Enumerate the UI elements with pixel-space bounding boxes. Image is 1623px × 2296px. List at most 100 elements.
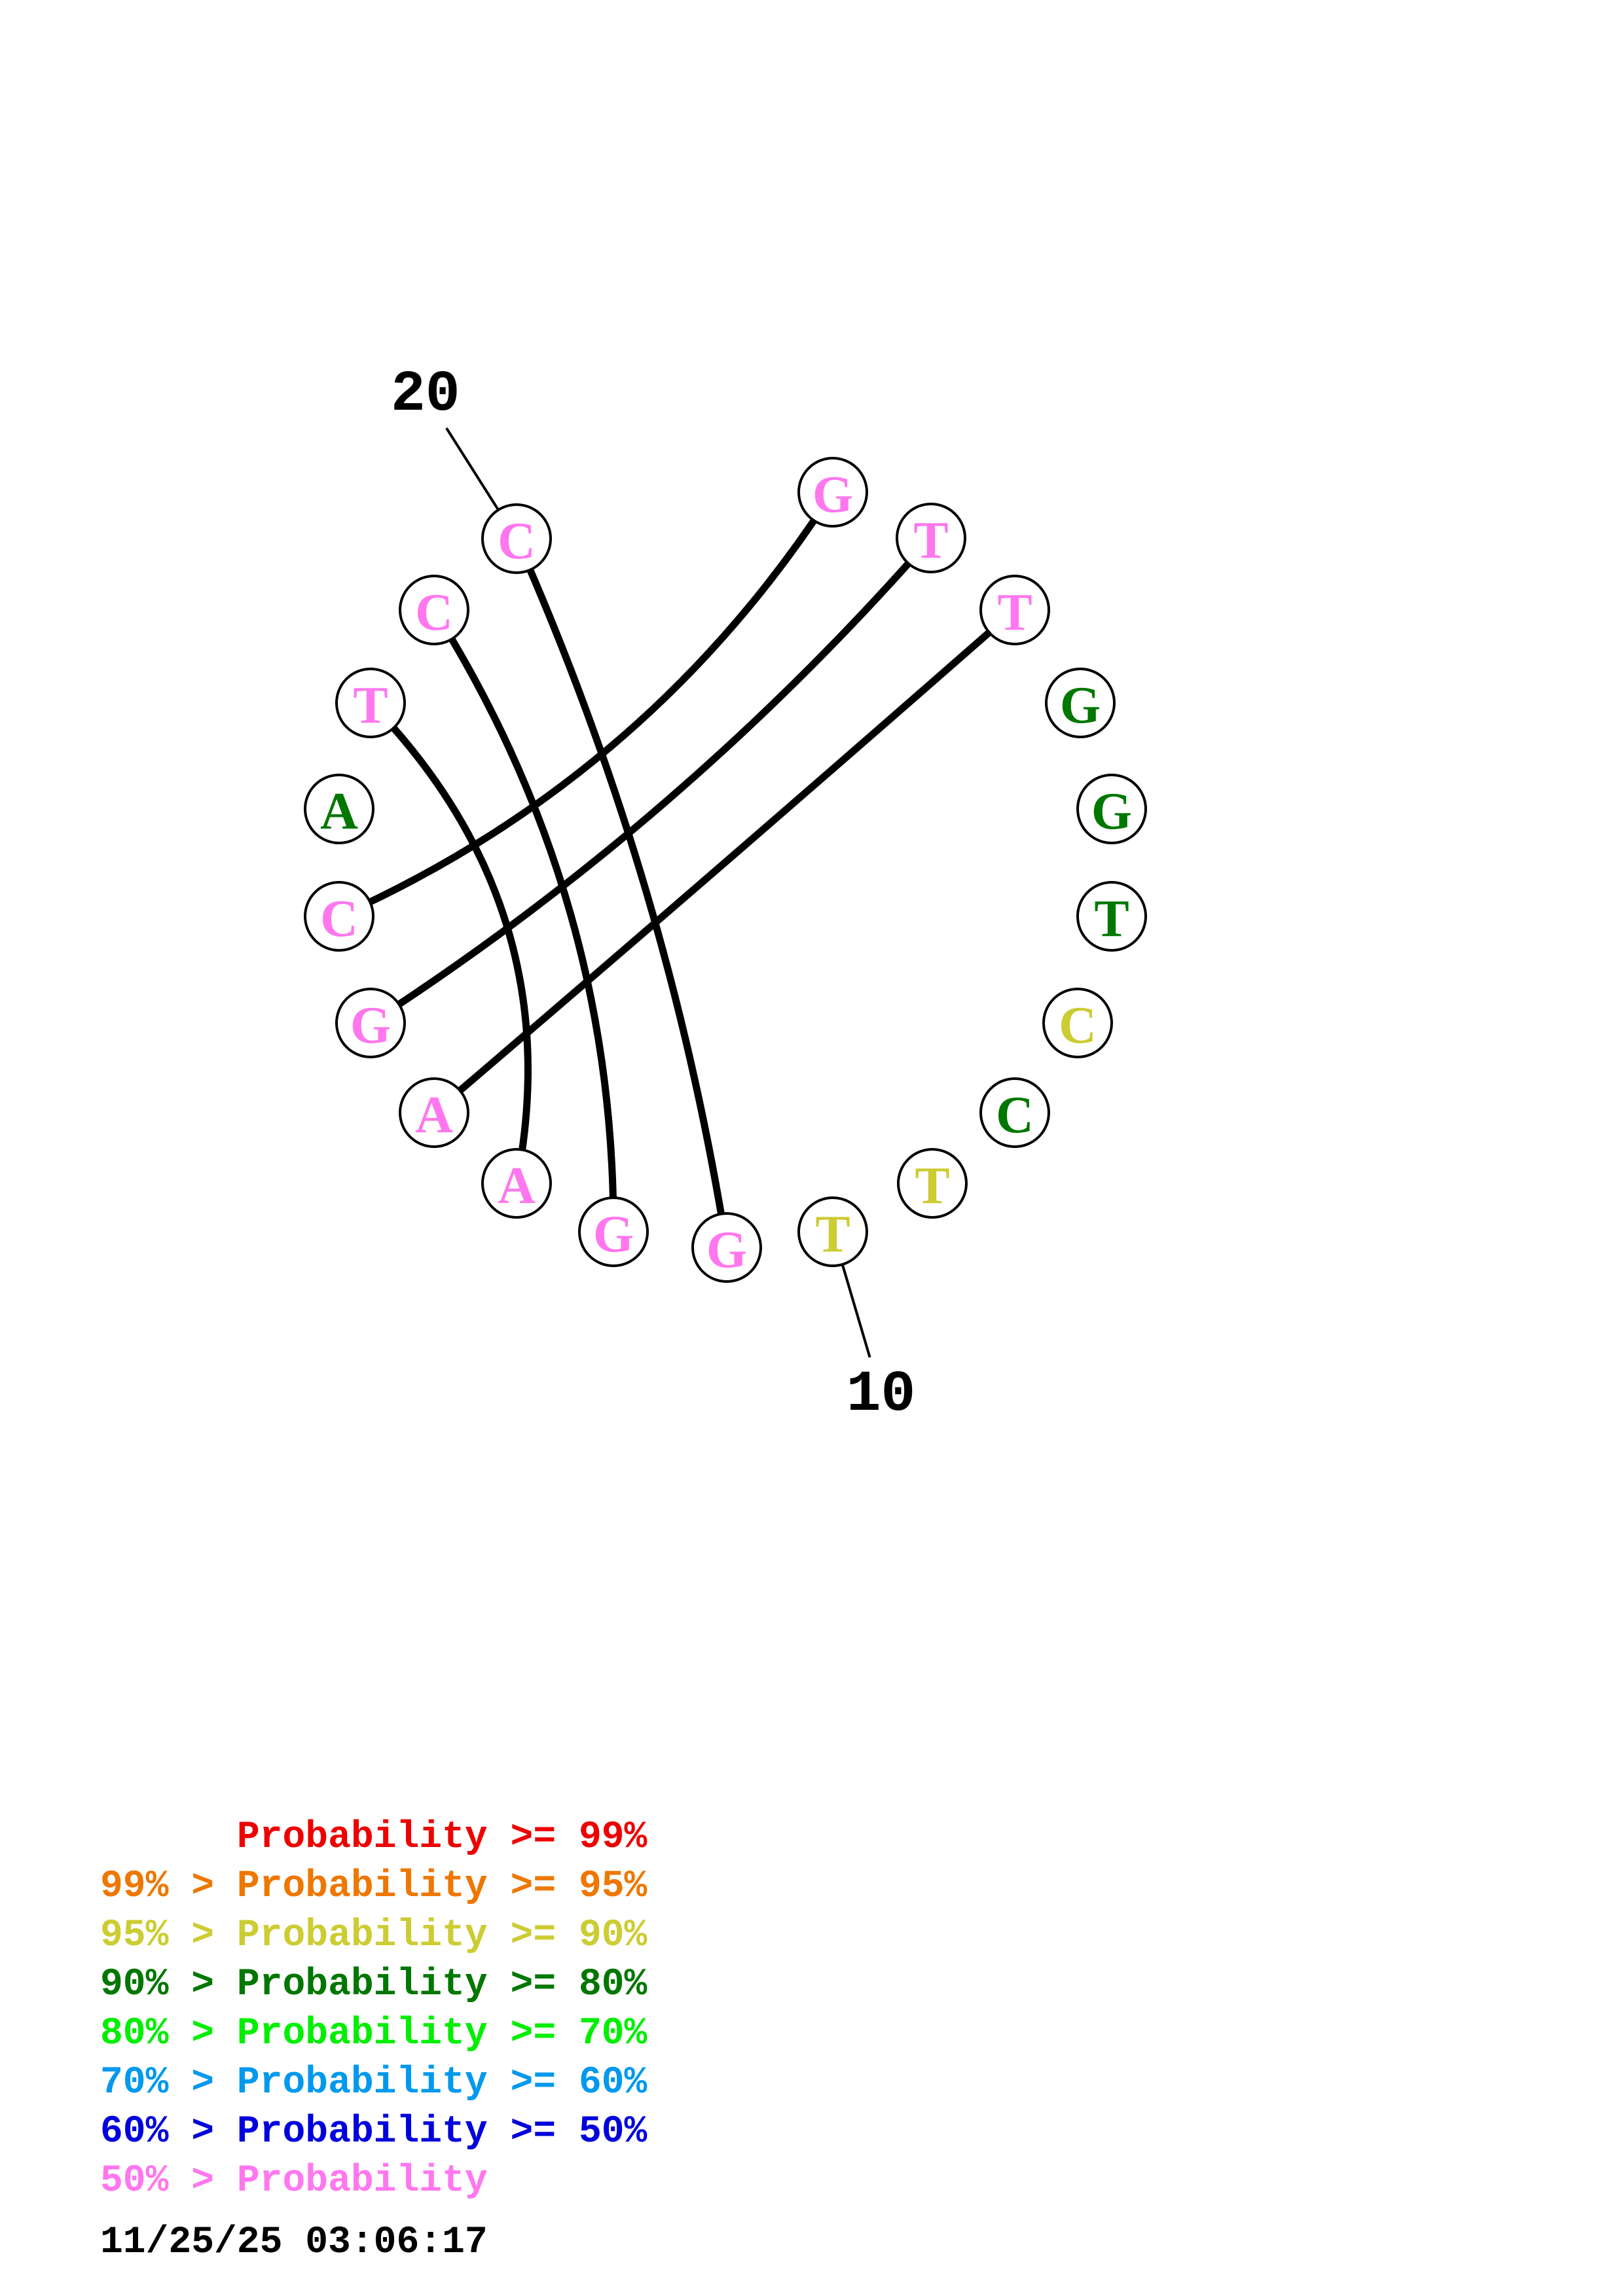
base-circle [1045, 668, 1116, 738]
legend-row: 80% > Probability >= 70% [100, 2013, 647, 2056]
base-node: T [979, 575, 1050, 645]
legend-label: Probability [236, 1865, 488, 1908]
legend-prefix: 60% > [100, 2111, 237, 2153]
base-pair-arc [367, 699, 532, 1187]
base-node: C [481, 503, 552, 574]
legend-suffix: >= 90% [487, 1914, 647, 1957]
legend-suffix: >= 70% [487, 2013, 647, 2055]
base-circle [335, 988, 406, 1058]
base-pair-arc [513, 535, 731, 1251]
base-circle [979, 575, 1050, 645]
base-pair-arc [430, 606, 1019, 1117]
position-label-leader [445, 427, 500, 511]
base-node: G [1045, 668, 1116, 738]
base-circle [896, 503, 966, 573]
legend-row: 95% > Probability >= 90% [100, 1914, 647, 1958]
base-letter: C [996, 1086, 1034, 1144]
legend-suffix: >= 95% [487, 1865, 647, 1908]
base-node: T [897, 1148, 968, 1219]
legend-prefix [100, 1816, 237, 1859]
base-pair-arcs [335, 488, 1019, 1251]
legend-label: Probability [236, 2111, 488, 2153]
base-circle [979, 1077, 1050, 1148]
base-letter: G [350, 997, 391, 1054]
base-node: T [896, 503, 966, 573]
base-letter: T [915, 1157, 949, 1215]
base-node: G [797, 457, 868, 528]
base-node: G [578, 1196, 649, 1267]
base-letter: A [415, 1086, 453, 1144]
legend-prefix: 95% > [100, 1914, 237, 1957]
legend-suffix: >= 60% [487, 2062, 647, 2104]
base-node: A [304, 774, 374, 844]
base-node: T [1076, 881, 1147, 952]
base-letter: G [1060, 677, 1101, 734]
base-letter: A [498, 1157, 536, 1215]
legend-prefix: 70% > [100, 2062, 237, 2104]
base-circle [897, 1148, 968, 1219]
base-letter: C [415, 584, 453, 641]
legend-row: Probability >= 99% [100, 1816, 647, 1859]
base-node: C [1042, 988, 1113, 1058]
legend-label: Probability [236, 2160, 488, 2202]
base-node: A [481, 1148, 552, 1219]
base-node: T [797, 1196, 868, 1267]
base-letter: G [1091, 783, 1132, 840]
base-letter: G [593, 1206, 634, 1263]
base-circle [691, 1212, 762, 1283]
base-circle [797, 1196, 868, 1267]
base-letter: T [353, 677, 388, 734]
base-circle [797, 457, 868, 528]
base-pair-arc [335, 488, 837, 920]
base-circle [1076, 774, 1147, 844]
base-letter: T [815, 1206, 850, 1263]
base-circle [304, 774, 374, 844]
position-label: 20 [391, 363, 460, 427]
base-letter: T [1094, 890, 1129, 948]
base-circle [304, 881, 374, 952]
base-letter: C [1059, 997, 1097, 1054]
base-circle [481, 1148, 552, 1219]
legend-row: 90% > Probability >= 80% [100, 1964, 647, 2007]
legend-label: Probability [236, 1964, 488, 2006]
legend-label: Probability [236, 2062, 488, 2104]
legend-suffix: >= 99% [487, 1816, 647, 1859]
base-node: A [399, 1077, 469, 1148]
base-circle [335, 668, 406, 738]
base-circle [481, 503, 552, 574]
base-circle [399, 575, 469, 645]
legend-prefix: 90% > [100, 1964, 237, 2006]
legend-row: 50% > Probability [100, 2160, 488, 2203]
legend-prefix: 99% > [100, 1865, 237, 1908]
base-circle [1042, 988, 1113, 1058]
legend-prefix: 50% > [100, 2160, 237, 2202]
base-node: C [304, 881, 374, 952]
base-letter: C [320, 890, 358, 948]
base-pair-arc [367, 534, 935, 1027]
base-letter: C [498, 512, 536, 570]
legend-prefix: 80% > [100, 2013, 237, 2055]
legend-suffix: >= 50% [487, 2111, 647, 2153]
base-letter: T [997, 584, 1032, 641]
legend-row: 60% > Probability >= 50% [100, 2111, 647, 2154]
base-node: C [399, 575, 469, 645]
legend-label: Probability [236, 2013, 488, 2055]
base-node: G [335, 988, 406, 1058]
base-letter: A [320, 783, 358, 840]
base-node: C [979, 1077, 1050, 1148]
base-circle [578, 1196, 649, 1267]
position-label: 10 [847, 1363, 916, 1427]
legend-label: Probability [236, 1816, 488, 1859]
base-circle [1076, 881, 1147, 952]
base-letter: G [706, 1221, 747, 1279]
base-node: G [691, 1212, 762, 1283]
timestamp: 11/25/25 03:06:17 [100, 2221, 488, 2264]
base-pair-arc [430, 606, 617, 1236]
base-circle [399, 1077, 469, 1148]
base-node: T [335, 668, 406, 738]
legend-label: Probability [236, 1914, 488, 1957]
